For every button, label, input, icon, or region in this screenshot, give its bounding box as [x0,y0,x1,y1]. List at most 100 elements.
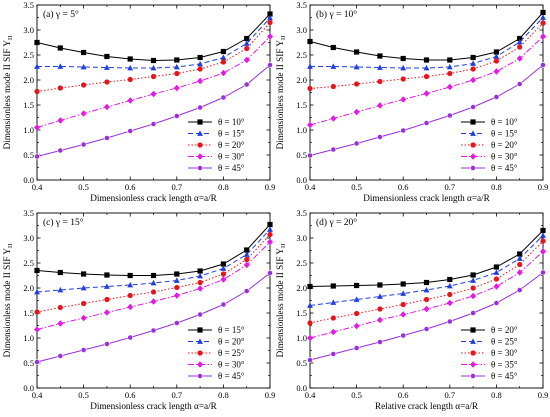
data-point [540,14,546,20]
data-point [150,90,157,98]
x-tick-label: 0.5 [351,390,362,400]
x-tick-label: 0.6 [398,390,409,400]
data-point [174,70,180,77]
y-tick-label: 1.5 [23,100,34,110]
y-tick-label: 0.5 [23,358,34,368]
data-point [493,264,499,270]
y-tick-label: 1.5 [296,308,307,318]
data-point [423,120,430,126]
data-point [377,293,383,299]
legend-label: θ = 20° [218,337,245,347]
data-point [80,63,87,70]
y-tick-label: 1.0 [23,125,34,135]
data-point [470,60,476,66]
data-point [377,64,383,70]
data-point [447,57,453,63]
data-point [493,58,499,64]
data-point [516,38,523,45]
data-point [127,281,134,288]
x-tick-label: 0.9 [265,390,276,400]
data-point [197,77,204,85]
data-point [267,270,273,276]
data-point [57,85,63,91]
x-tick-label: 0.8 [218,390,229,400]
y-tick-label: 0.5 [296,358,307,368]
series-line [36,224,271,276]
y-tick-label: 0.5 [23,150,34,160]
legend-marker [470,142,476,148]
data-point [493,49,499,55]
data-point [197,285,204,292]
data-point [103,103,110,111]
y-axis-label: Dimensionless mode II SIF YII [2,36,14,150]
data-point [150,298,157,305]
data-point [57,286,64,293]
data-point [34,326,40,333]
data-point [220,54,227,60]
y-tick-label: 3.0 [296,233,307,243]
data-point [307,357,313,363]
data-point [220,48,226,55]
legend-label: θ = 45° [218,371,245,381]
y-tick-label: 1.0 [296,125,307,135]
x-tick-label: 0.5 [351,182,362,192]
data-point [516,55,523,62]
panel-label: (a) γ = 5° [43,9,79,20]
data-point [173,320,180,326]
data-point [57,117,64,124]
data-point [400,311,407,318]
data-point [104,79,110,85]
legend-marker [470,153,476,160]
data-point [34,63,40,69]
data-point [104,296,110,303]
legend-label: θ = 35° [491,360,518,370]
panel-d: 0.4 0.5 0.6 0.7 0.8 0.9 0.0 0.5 1.0 1.5 2.0 2.5 3.0 3… [275,208,548,411]
series-line [36,234,271,313]
data-point [307,283,313,290]
data-point [174,57,180,63]
data-point [540,248,546,255]
data-point [376,339,383,345]
data-point [377,78,383,85]
x-tick-label: 0.8 [491,390,502,400]
data-point [197,272,203,279]
data-point [174,284,180,291]
data-point [197,54,203,61]
legend-label: θ = 20° [218,140,245,150]
y-tick-label: 3.5 [296,0,307,10]
y-tick-label: 3.0 [23,233,34,243]
data-point [173,113,180,119]
data-point [446,83,453,91]
data-point [173,292,180,299]
data-point [267,11,273,17]
data-point [400,96,407,103]
data-point [34,88,40,95]
data-point [540,269,546,276]
panel-b: 0.4 0.5 0.6 0.7 0.8 0.9 0.0 0.5 1.0 1.5 2.0 2.5 3.0 3… [275,0,548,203]
data-point [470,285,476,291]
x-tick-label: 0.4 [32,390,43,400]
data-point [197,311,203,318]
legend-label: θ = 25° [218,348,245,358]
legend: θ = 10° θ = 15°θ = 20° θ = 30°θ = 45° [188,117,245,173]
data-point [353,345,360,351]
data-point [173,63,180,70]
x-tick-label: 0.6 [125,182,136,192]
data-point [197,279,203,286]
data-point [307,302,313,308]
legend-label: θ = 30° [218,360,245,370]
data-point [267,221,273,228]
data-point [150,289,157,295]
data-point [423,326,430,332]
data-point [330,283,336,289]
data-point [400,55,406,62]
data-point [80,110,87,117]
data-point [423,296,430,303]
y-tick-label: 2.0 [23,75,34,85]
data-point [446,299,453,307]
data-point [243,251,250,257]
data-point [446,63,453,70]
x-axis-label: Dimensionless crack length α=a/R [363,193,490,203]
data-point [244,35,250,42]
data-point [80,141,87,148]
